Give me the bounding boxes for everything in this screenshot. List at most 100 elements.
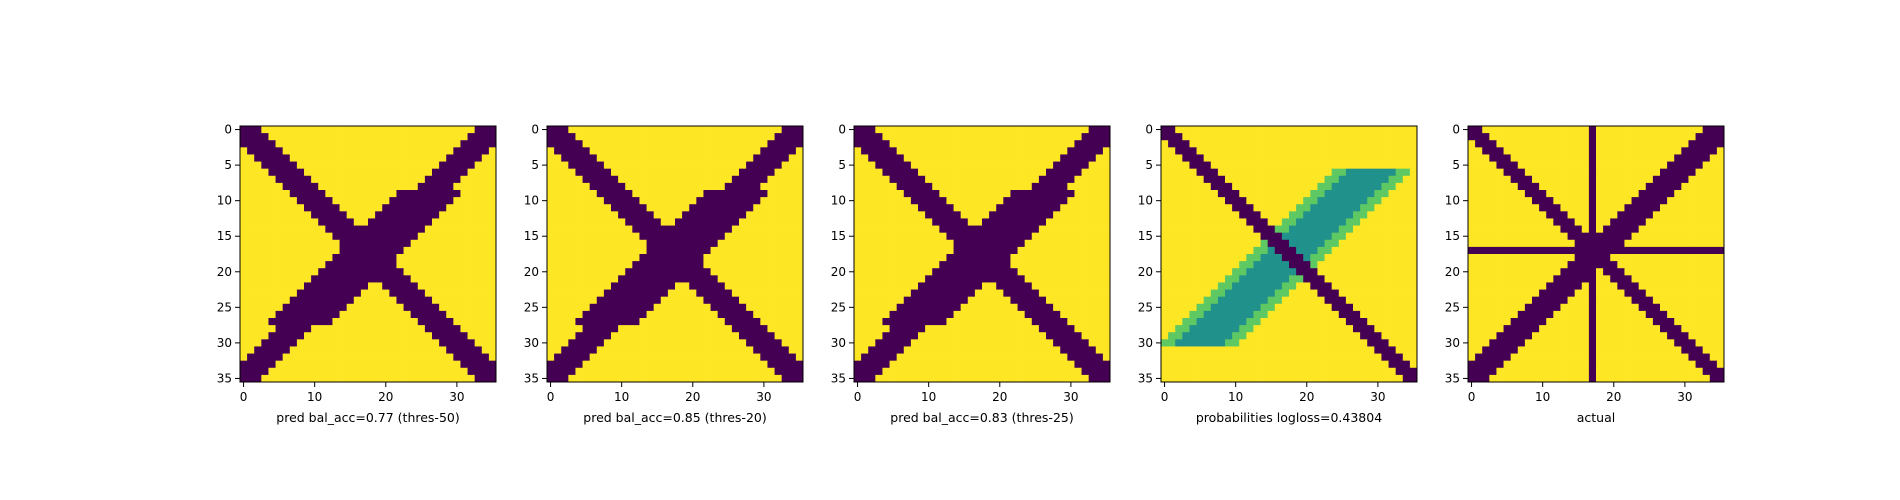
heatmap-cell [474, 325, 483, 333]
heatmap-cell [974, 147, 983, 155]
heatmap-cell [1338, 239, 1347, 248]
heatmap-cell [467, 246, 476, 255]
heatmap-cell [268, 175, 276, 184]
heatmap-cell [1175, 303, 1183, 312]
heatmap-cell [889, 225, 898, 234]
heatmap-cell [767, 325, 775, 333]
heatmap-cell [767, 268, 775, 276]
heatmap-cell [896, 246, 905, 255]
heatmap-cell [703, 289, 711, 298]
heatmap-cell [611, 310, 619, 319]
heatmap-cell [1409, 303, 1418, 312]
heatmap-cell [639, 190, 647, 198]
heatmap-cell [575, 360, 583, 369]
heatmap-cell [618, 254, 626, 262]
heatmap-cell [417, 282, 426, 290]
heatmap-cell [547, 204, 555, 212]
heatmap-cell [996, 325, 1004, 333]
heatmap-cell [781, 140, 790, 148]
heatmap-cell [667, 346, 676, 354]
heatmap-cell [311, 367, 319, 376]
heatmap-cell [446, 239, 454, 248]
heatmap-cell [731, 339, 740, 347]
heatmap-cell [332, 154, 340, 162]
heatmap-cell [254, 161, 262, 170]
heatmap-cell [667, 275, 676, 283]
heatmap-cell [675, 218, 683, 226]
heatmap-cell [1345, 140, 1354, 148]
heatmap-cell [582, 374, 591, 383]
heatmap-cell [1303, 126, 1311, 134]
heatmap-cell [332, 225, 340, 234]
heatmap-cell [417, 175, 426, 184]
heatmap-cell [474, 246, 483, 255]
heatmap-cell [1074, 140, 1082, 148]
heatmap-cell [653, 275, 662, 283]
heatmap-cell [375, 254, 383, 262]
heatmap-cell [689, 161, 697, 170]
heatmap-cell [724, 154, 733, 162]
heatmap-cell [1253, 168, 1261, 177]
heatmap-cell [1232, 232, 1240, 241]
heatmap-cell [568, 282, 576, 290]
heatmap-cell [1409, 318, 1418, 326]
heatmap-cell [254, 175, 262, 184]
heatmap-cell [625, 332, 633, 340]
heatmap-cell [795, 289, 804, 298]
heatmap-cell [982, 339, 990, 347]
heatmap-cell [989, 296, 997, 305]
heatmap-cell [967, 182, 976, 191]
heatmap-cell [739, 367, 747, 376]
heatmap-cell [710, 303, 719, 312]
heatmap-cell [925, 310, 933, 319]
heatmap-cell [974, 303, 983, 312]
heatmap-cell [453, 232, 461, 241]
heatmap-cell [1074, 204, 1082, 212]
heatmap-cell [1246, 218, 1254, 226]
heatmap-cell [1161, 254, 1169, 262]
heatmap-cell [710, 296, 719, 305]
heatmap-cell [1317, 261, 1325, 269]
heatmap-cell [318, 275, 326, 283]
heatmap-cell [953, 232, 962, 241]
heatmap-cell [611, 190, 619, 198]
heatmap-cell [488, 254, 497, 262]
heatmap-cell [603, 339, 612, 347]
heatmap-cell [946, 140, 954, 148]
heatmap-cell [925, 332, 933, 340]
heatmap-cell [432, 161, 440, 170]
heatmap-cell [1074, 182, 1082, 191]
heatmap-cell [625, 246, 633, 255]
heatmap-cell [939, 168, 947, 177]
heatmap-cell [424, 161, 433, 170]
heatmap-cell [1088, 346, 1097, 354]
heatmap-cell [925, 204, 933, 212]
heatmap-cell [467, 353, 476, 362]
heatmap-cell [1189, 246, 1197, 255]
heatmap-cell [589, 197, 598, 205]
heatmap-cell [739, 140, 747, 148]
heatmap-cell [1267, 325, 1276, 333]
heatmap-cell [932, 218, 940, 226]
heatmap-cell [1338, 296, 1347, 305]
heatmap-cell [339, 225, 348, 234]
heatmap-cell [289, 190, 298, 198]
heatmap-cell [1331, 261, 1340, 269]
heatmap-cell [439, 346, 447, 354]
heatmap-cell [1175, 296, 1183, 305]
x-axis-label: pred bal_acc=0.85 (thres-20) [583, 410, 766, 425]
heatmap-cell [781, 310, 790, 319]
heatmap-cell [982, 318, 990, 326]
heatmap-cell [739, 211, 747, 219]
heatmap-cell [1024, 218, 1033, 226]
heatmap-cell [1303, 275, 1311, 283]
heatmap-cell [918, 133, 926, 141]
heatmap-cell [760, 168, 768, 177]
heatmap-cell [1267, 289, 1276, 298]
heatmap-cell [1074, 197, 1082, 205]
heatmap-cell [932, 318, 940, 326]
heatmap-cell [660, 296, 669, 305]
heatmap-cell [1267, 161, 1276, 170]
heatmap-cell [1095, 197, 1104, 205]
heatmap-cell [1031, 318, 1040, 326]
